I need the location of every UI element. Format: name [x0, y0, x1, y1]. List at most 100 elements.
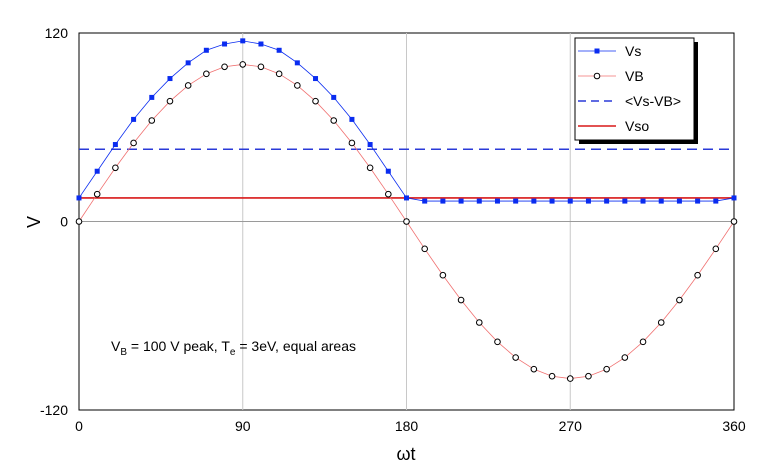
x-axis-title: ωt — [396, 444, 415, 464]
y-tick-label--120: -120 — [40, 402, 68, 418]
point-vb — [530, 365, 538, 373]
point-vb — [676, 296, 683, 304]
point-vs — [76, 195, 82, 201]
series-layer — [75, 38, 738, 382]
point-vb — [657, 319, 665, 326]
point-vs — [622, 198, 628, 204]
point-vs — [258, 41, 264, 47]
point-vs — [713, 198, 719, 204]
point-vs — [313, 76, 319, 82]
annotation-post: = 3eV, equal areas — [235, 338, 356, 354]
point-vb — [421, 245, 428, 253]
point-vb — [312, 97, 319, 105]
point-vb — [548, 372, 556, 380]
point-vs — [240, 38, 246, 44]
point-vs — [731, 195, 737, 201]
legend-marker-vs — [594, 48, 600, 54]
point-vs — [658, 198, 664, 204]
legend-item-vso: Vso — [578, 118, 649, 134]
point-vs — [131, 116, 137, 122]
legend-label-vs: Vs — [625, 43, 641, 59]
point-vb — [221, 63, 228, 71]
annotation-mid: = 100 V peak, T — [127, 338, 230, 354]
y-axis-title: V — [24, 216, 44, 228]
point-vb — [75, 218, 83, 225]
point-vb — [203, 70, 210, 78]
legend-marker-vb — [593, 72, 601, 80]
point-vs — [331, 94, 337, 100]
point-vb — [457, 296, 465, 304]
point-vs — [458, 198, 464, 204]
point-vs — [222, 41, 228, 47]
point-vs — [695, 198, 701, 204]
tick-labels: 0 90 180 270 360 -120 0 120 — [40, 25, 746, 434]
point-vb — [475, 319, 483, 326]
point-vb — [294, 82, 301, 89]
point-vs — [404, 195, 409, 201]
point-vs — [422, 198, 428, 204]
point-vb — [130, 139, 137, 147]
point-vs — [203, 47, 209, 53]
x-tick-label-270: 270 — [559, 418, 583, 434]
point-vs — [549, 198, 555, 204]
point-vb — [385, 190, 392, 198]
annotation-sub-b: B — [120, 347, 127, 358]
point-vb — [112, 164, 119, 172]
point-vb — [585, 372, 592, 380]
point-vb — [403, 218, 410, 225]
point-vs — [94, 168, 100, 174]
legend-item-vs: Vs — [578, 43, 641, 59]
point-vb — [639, 338, 647, 346]
annotation: VB = 100 V peak, Te = 3eV, equal areas — [111, 338, 356, 358]
point-vs — [185, 60, 191, 66]
point-vb — [603, 365, 610, 373]
legend-label-vb: VB — [625, 68, 644, 84]
x-tick-label-0: 0 — [75, 418, 83, 434]
point-vs — [112, 142, 118, 148]
point-vs — [640, 198, 646, 204]
point-vs — [385, 168, 391, 174]
point-vb — [257, 63, 265, 71]
legend-label-vso: Vso — [625, 118, 649, 134]
annotation-sub-e: e — [230, 347, 236, 358]
legend-item-vs-vb: <Vs-VB> — [578, 93, 681, 109]
series-vb — [75, 61, 738, 382]
point-vs — [440, 198, 446, 204]
point-vb — [184, 82, 192, 89]
annotation-pre: V — [111, 338, 121, 354]
point-vb — [239, 61, 247, 68]
point-vb — [694, 271, 701, 279]
legend-item-vb: VB — [578, 68, 644, 84]
y-tick-label-0: 0 — [60, 214, 68, 230]
point-vb — [93, 190, 101, 198]
point-vs — [367, 142, 373, 148]
x-tick-label-180: 180 — [395, 418, 419, 434]
point-vs — [276, 47, 282, 53]
point-vb — [166, 97, 174, 105]
point-vs — [567, 198, 573, 204]
point-vs — [167, 76, 173, 82]
x-tick-label-90: 90 — [235, 418, 251, 434]
point-vs — [149, 94, 155, 100]
legend: Vs VB <Vs-VB> Vso — [574, 37, 698, 144]
point-vb — [330, 117, 338, 124]
point-vb — [512, 354, 519, 361]
point-vb — [494, 338, 501, 346]
point-vb — [566, 375, 574, 382]
point-vb — [439, 271, 447, 279]
point-vs — [604, 198, 610, 204]
point-vs — [676, 198, 682, 204]
point-vs — [476, 198, 482, 204]
point-vb — [712, 245, 720, 253]
legend-box — [574, 37, 695, 141]
point-vs — [494, 198, 500, 204]
y-tick-label-120: 120 — [45, 25, 69, 41]
point-vb — [366, 164, 374, 172]
point-vs — [585, 198, 591, 204]
legend-label-vs-vb: <Vs-VB> — [625, 93, 681, 109]
point-vs — [349, 116, 355, 122]
point-vb — [148, 117, 156, 124]
point-vs — [294, 60, 300, 66]
x-tick-label-360: 360 — [722, 418, 746, 434]
